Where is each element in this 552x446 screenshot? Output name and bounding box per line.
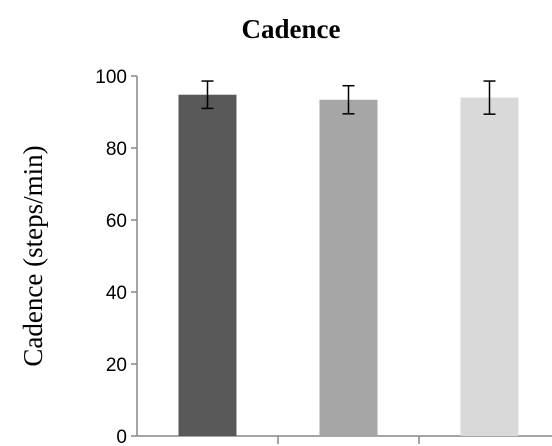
bar	[178, 94, 237, 436]
y-tick-label: 40	[106, 283, 127, 304]
y-tick-label: 60	[106, 211, 127, 232]
bar	[460, 97, 519, 436]
y-tick-label: 80	[106, 139, 127, 160]
bar	[319, 99, 378, 436]
bars	[178, 80, 519, 436]
y-tick-label: 20	[106, 355, 127, 376]
y-axis-label: Cadence (steps/min)	[18, 145, 48, 366]
y-tick-label: 100	[95, 67, 127, 88]
chart-title: Cadence	[242, 14, 341, 44]
y-tick-label: 0	[116, 427, 127, 446]
